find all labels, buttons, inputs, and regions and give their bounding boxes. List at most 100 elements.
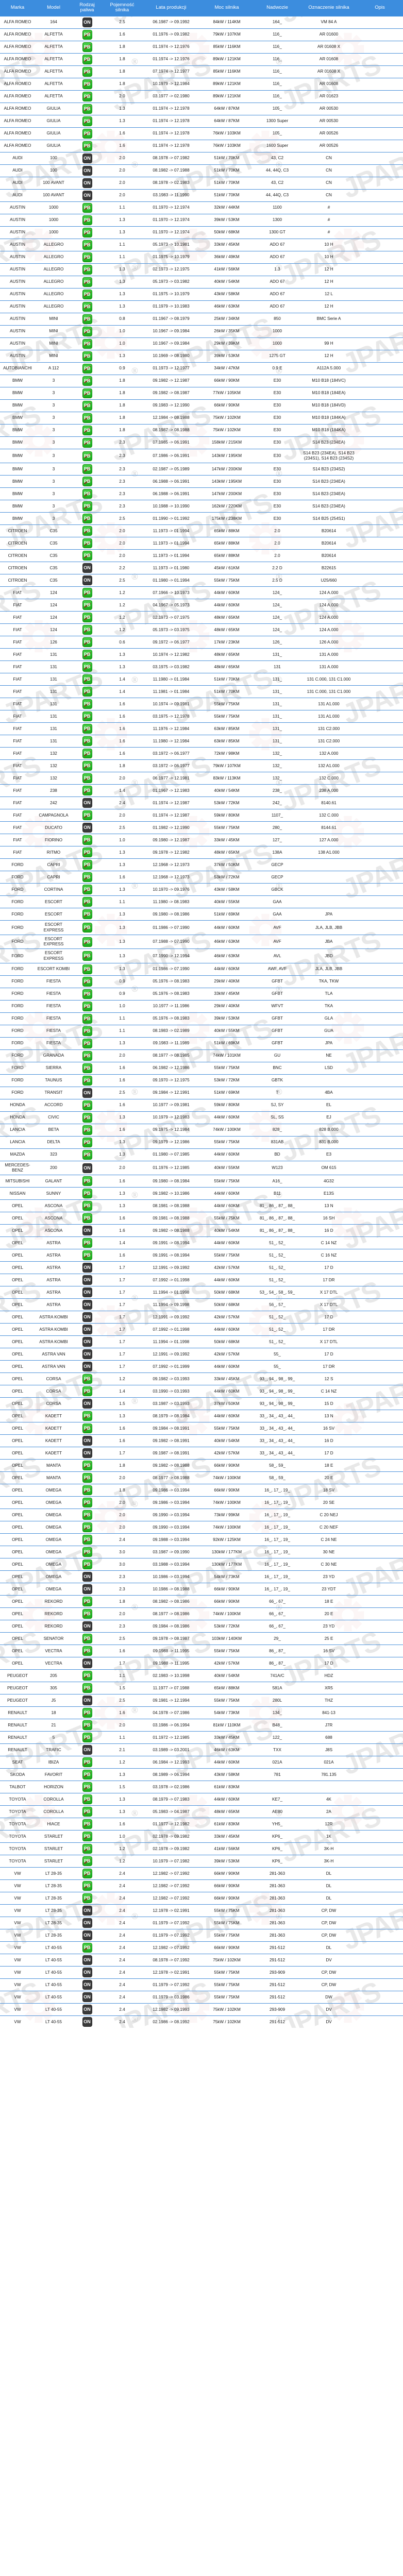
table-row[interactable]: OPEL ASCONA PB 1.3 08.1981 -> 08.1988 44kW / … [0, 1199, 403, 1212]
table-row[interactable]: TOYOTA COROLLA PB 1.3 05.1983 -> 04.1987 48kW… [0, 1805, 403, 1818]
table-row[interactable]: OPEL OMEGA PB 1.8 09.1986 -> 03.1994 66kW / 9… [0, 1484, 403, 1497]
table-row[interactable]: AUSTIN ALLEGRO PB 1.1 05.1973 -> 10.1981 33kW… [0, 238, 403, 251]
table-row[interactable]: VW LT 40-55 PB 2.4 12.1982 -> 07.1992 66kW / … [0, 1941, 403, 1954]
table-row[interactable]: ALFA ROMEO ALFETTA PB 1.8 01.1974 -> 12.1976… [0, 53, 403, 66]
table-row[interactable]: OPEL ASTRA KOMBI ON 1.7 11.1994 -> 01.1998 50… [0, 1335, 403, 1348]
table-row[interactable]: OPEL ASTRA KOMBI ON 1.7 07.1992 -> 01.1998 44… [0, 1323, 403, 1336]
table-row[interactable]: RENAULT TRAFIC ON 2.1 03.1989 -> 03.2001 46kW… [0, 1743, 403, 1756]
table-row[interactable]: LANCIA DELTA PB 1.3 09.1979 -> 12.1986 55kW /… [0, 1136, 403, 1149]
table-row[interactable]: ALFA ROMEO GIULIA PB 1.6 01.1974 -> 12.1978 7… [0, 127, 403, 140]
table-row[interactable]: BMW 3 PB 2.3 10.1988 -> 10.1990 162kW / 220KM… [0, 500, 403, 513]
table-row[interactable]: AUSTIN MINI PB 1.3 10.1969 -> 08.1980 39kW / … [0, 349, 403, 363]
table-row[interactable]: TALBOT HORIZON PB 1.5 03.1978 -> 02.1986 61kW… [0, 1781, 403, 1793]
table-row[interactable]: FORD ESCORT EXPRESS PB 1.3 01.1986 -> 07.199… [0, 920, 403, 935]
table-row[interactable]: SKODA FAVORIT PB 1.3 08.1989 -> 06.1994 43kW … [0, 1768, 403, 1781]
table-row[interactable]: OPEL OMEGA PB 2.4 09.1988 -> 03.1994 92kW / 1… [0, 1533, 403, 1546]
table-row[interactable]: OPEL MANTA PB 2.0 08.1977 -> 08.1988 74kW / 1… [0, 1471, 403, 1484]
table-row[interactable]: CITROEN C35 ON 2.5 01.1980 -> 01.1994 55kW / … [0, 574, 403, 587]
table-row[interactable]: FIAT 131 PB 1.6 10.1974 -> 09.1981 55kW / 75K… [0, 698, 403, 710]
table-row[interactable]: FORD FIESTA PB 1.0 10.1977 -> 11.1986 29kW / … [0, 999, 403, 1013]
table-row[interactable]: ALFA ROMEO ALFETTA PB 2.0 03.1977 -> 02.1980… [0, 90, 403, 103]
table-row[interactable]: BMW 3 PB 1.8 09.1982 -> 12.1987 66kW / 90KM E3… [0, 374, 403, 387]
table-row[interactable]: OPEL OMEGA PB 3.0 03.1987 -> 09.1990 130kW / … [0, 1546, 403, 1558]
table-row[interactable]: RENAULT 5 PB 1.1 01.1972 -> 12.1985 33kW / 45… [0, 1731, 403, 1744]
table-row[interactable]: VW LT 28-35 PB 2.4 12.1982 -> 07.1992 66kW / … [0, 1867, 403, 1880]
table-row[interactable]: VW LT 40-55 ON 2.4 01.1979 -> 03.1986 55kW / … [0, 1991, 403, 2004]
table-row[interactable]: NISSAN SUNNY PB 1.3 09.1982 -> 10.1986 44kW /… [0, 1187, 403, 1200]
table-row[interactable]: OPEL KADETT PB 1.3 08.1979 -> 08.1984 44kW / … [0, 1410, 403, 1422]
table-row[interactable]: ALFA ROMEO ALFETTA PB 1.6 01.1976 -> 09.1982… [0, 28, 403, 41]
table-row[interactable]: AUSTIN 1000 PB 1.3 01.1970 -> 12.1974 50kW / … [0, 226, 403, 239]
table-row[interactable]: SEAT IBIZA PB 1.2 06.1984 -> 12.1993 44kW / 6… [0, 1756, 403, 1769]
table-row[interactable]: OPEL VECTRA PB 1.6 09.1988 -> 11.1995 55kW / … [0, 1645, 403, 1657]
table-row[interactable]: OPEL MANTA PB 1.8 09.1982 -> 08.1988 66kW / 9… [0, 1459, 403, 1472]
table-row[interactable]: RENAULT 18 PB 1.6 04.1978 -> 07.1986 54kW / 7… [0, 1706, 403, 1719]
table-row[interactable]: FIAT CAMPAGNOLA PB 2.0 01.1974 -> 12.1987 59k… [0, 809, 403, 822]
table-row[interactable]: OPEL ASTRA VAN ON 1.7 12.1991 -> 09.1992 42kW… [0, 1348, 403, 1361]
table-row[interactable]: OPEL CORSA PB 1.2 09.1982 -> 03.1993 33kW / 4… [0, 1372, 403, 1385]
table-row[interactable]: FIAT 131 PB 1.4 11.1981 -> 01.1984 51kW / 70K… [0, 685, 403, 698]
table-row[interactable]: OPEL REKORD PB 1.8 08.1982 -> 08.1986 66kW / … [0, 1595, 403, 1608]
table-row[interactable]: CITROEN C35 PB 2.0 11.1973 -> 01.1994 65kW / … [0, 524, 403, 537]
table-row[interactable]: TOYOTA STARLET PB 1.2 10.1979 -> 07.1982 39kW… [0, 1855, 403, 1868]
table-row[interactable]: FIAT 131 PB 1.4 11.1980 -> 01.1984 51kW / 70K… [0, 673, 403, 686]
table-row[interactable]: FIAT RITMO PB 1.3 09.1978 -> 12.1982 48kW / 6… [0, 846, 403, 859]
table-row[interactable]: VW LT 40-55 ON 2.4 01.1979 -> 07.1992 55kW / … [0, 1978, 403, 1991]
table-row[interactable]: FORD SIERRA PB 1.6 06.1982 -> 12.1986 55kW / … [0, 1061, 403, 1075]
table-row[interactable]: FORD ESCORT PB 1.3 09.1980 -> 08.1986 51kW / … [0, 908, 403, 921]
table-row[interactable]: FORD FIESTA PB 1.1 05.1976 -> 08.1983 39kW / … [0, 1012, 403, 1025]
column-header-model[interactable]: Model [35, 0, 72, 16]
column-header-oznaczenie-silnika[interactable]: Oznaczenie silnika [301, 0, 357, 16]
table-row[interactable]: OPEL OMEGA PB 2.0 09.1990 -> 03.1994 73kW / 9… [0, 1509, 403, 1521]
table-row[interactable]: FIAT 131 PB 1.3 10.1974 -> 12.1982 48kW / 65K… [0, 648, 403, 661]
table-row[interactable]: AUSTIN 1000 PB 1.3 01.1970 -> 12.1974 39kW / … [0, 213, 403, 227]
table-row[interactable]: FIAT 131 PB 1.6 11.1980 -> 12.1984 63kW / 85K… [0, 735, 403, 748]
table-row[interactable]: FIAT 131 PB 1.3 03.1975 -> 03.1982 48kW / 65K… [0, 660, 403, 673]
table-row[interactable]: CITROEN C35 ON 2.2 11.1973 -> 01.1980 45kW / … [0, 562, 403, 574]
table-row[interactable]: VW LT 28-35 ON 2.4 01.1979 -> 07.1992 55kW / … [0, 1929, 403, 1942]
table-row[interactable]: OPEL ASCONA ON 1.6 09.1982 -> 08.1988 40kW / … [0, 1224, 403, 1237]
table-row[interactable]: PEUGEOT 205 PB 1.1 02.1983 -> 10.1998 40kW / … [0, 1669, 403, 1682]
table-row[interactable]: FIAT 132 PB 1.6 03.1972 -> 06.1977 72kW / 98K… [0, 747, 403, 760]
table-row[interactable]: FIAT 238 PB 1.4 01.1967 -> 12.1983 40kW / 54K… [0, 784, 403, 797]
table-row[interactable]: AUSTIN MINI PB 1.0 10.1967 -> 09.1984 29kW / … [0, 337, 403, 350]
table-row[interactable]: OPEL OMEGA PB 2.0 09.1990 -> 03.1994 74kW / 1… [0, 1521, 403, 1534]
table-row[interactable]: LANCIA BETA PB 1.6 09.1975 -> 12.1984 74kW / … [0, 1123, 403, 1137]
table-row[interactable]: FIAT FIORINO PB 1.0 09.1980 -> 12.1987 33kW /… [0, 834, 403, 846]
table-row[interactable]: FORD FIESTA PB 0.9 05.1976 -> 08.1983 29kW / … [0, 975, 403, 988]
table-row[interactable]: OPEL VECTRA ON 1.7 09.1988 -> 11.1995 42kW / … [0, 1657, 403, 1670]
table-row[interactable]: CITROEN C35 PB 2.0 11.1973 -> 01.1994 65kW / … [0, 537, 403, 550]
column-header-pojemnosc-silnika[interactable]: Pojemność silnika [102, 0, 142, 16]
table-row[interactable]: VW LT 40-55 ON 2.4 12.1978 -> 02.1991 55kW / … [0, 1966, 403, 1979]
table-row[interactable]: VW LT 40-55 ON 2.4 12.1982 -> 09.1993 75kW / … [0, 2003, 403, 2016]
table-row[interactable]: OPEL ASTRA KOMBI ON 1.7 12.1991 -> 09.1992 42… [0, 1311, 403, 1324]
table-row[interactable]: VW LT 40-55 ON 2.4 02.1986 -> 08.1992 75kW / … [0, 2015, 403, 2028]
table-row[interactable]: FIAT 124 PB 1.2 05.1973 -> 03.1975 48kW / 65K… [0, 623, 403, 636]
table-row[interactable]: AUSTIN ALLEGRO PB 1.3 02.1973 -> 12.1975 41kW… [0, 263, 403, 276]
table-row[interactable]: BMW 3 PB 2.3 02.1987 -> 05.1989 147kW / 200KM… [0, 463, 403, 476]
column-header-lata-produkcji[interactable]: Lata produkcji [142, 0, 200, 16]
table-row[interactable]: AUSTIN ALLEGRO PB 1.3 01.1975 -> 10.1979 43kW… [0, 287, 403, 301]
table-row[interactable]: OPEL OMEGA PB 3.0 03.1988 -> 03.1994 130kW / … [0, 1558, 403, 1571]
column-header-rodzaj-paliwa[interactable]: Rodzaj paliwa [72, 0, 102, 16]
table-row[interactable]: BMW 3 PB 2.3 06.1988 -> 06.1991 147kW / 200KM… [0, 487, 403, 500]
table-row[interactable]: MERCEDES-BENZ 200 ON 2.0 01.1976 -> 12.1985 4… [0, 1160, 403, 1175]
table-row[interactable]: VW LT 28-35 ON 2.4 12.1978 -> 02.1991 55kW / … [0, 1904, 403, 1917]
table-row[interactable]: RENAULT 21 PB 2.0 03.1986 -> 06.1994 81kW / 1… [0, 1719, 403, 1732]
table-row[interactable]: OPEL OMEGA PB 2.0 09.1986 -> 03.1994 74kW / 1… [0, 1496, 403, 1509]
table-row[interactable]: MAZDA 323 PB 1.3 01.1980 -> 07.1985 44kW / 60… [0, 1148, 403, 1161]
table-row[interactable]: FORD CORTINA PB 1.3 10.1970 -> 09.1976 43kW /… [0, 883, 403, 896]
table-row[interactable]: OPEL ASTRA ON 1.7 12.1991 -> 09.1992 42kW / 5… [0, 1261, 403, 1274]
table-row[interactable]: AUSTIN MINI PB 0.8 01.1967 -> 08.1979 25kW / … [0, 312, 403, 326]
table-row[interactable]: FIAT DUCATO ON 2.5 01.1982 -> 12.1990 55kW / … [0, 821, 403, 834]
table-row[interactable]: OPEL CORSA ON 1.5 03.1987 -> 03.1993 37kW / 5… [0, 1397, 403, 1410]
table-row[interactable]: FORD ESCORT KOMBI PB 1.3 01.1986 -> 07.1990 4… [0, 962, 403, 976]
table-row[interactable]: BMW 3 PB 2.5 01.1990 -> 01.1992 175kW / 238KM… [0, 512, 403, 525]
table-row[interactable]: FIAT 124 PB 1.2 04.1967 -> 05.1973 44kW / 60K… [0, 599, 403, 612]
table-row[interactable]: FIAT 124 PB 1.2 07.1966 -> 10.1973 44kW / 60K… [0, 586, 403, 599]
table-row[interactable]: FIAT 132 PB 2.0 06.1977 -> 12.1981 83kW / 113… [0, 772, 403, 785]
table-row[interactable]: BMW 3 PB 2.3 07.1986 -> 06.1991 143kW / 195KM… [0, 448, 403, 463]
table-row[interactable]: ALFA ROMEO 164 ON 2.5 06.1987 -> 09.1992 84kW… [0, 16, 403, 29]
table-row[interactable]: ALFA ROMEO ALFETTA PB 1.8 07.1974 -> 12.1977… [0, 65, 403, 78]
table-row[interactable]: TOYOTA HIACE PB 1.6 01.1977 -> 12.1982 61kW /… [0, 1818, 403, 1831]
